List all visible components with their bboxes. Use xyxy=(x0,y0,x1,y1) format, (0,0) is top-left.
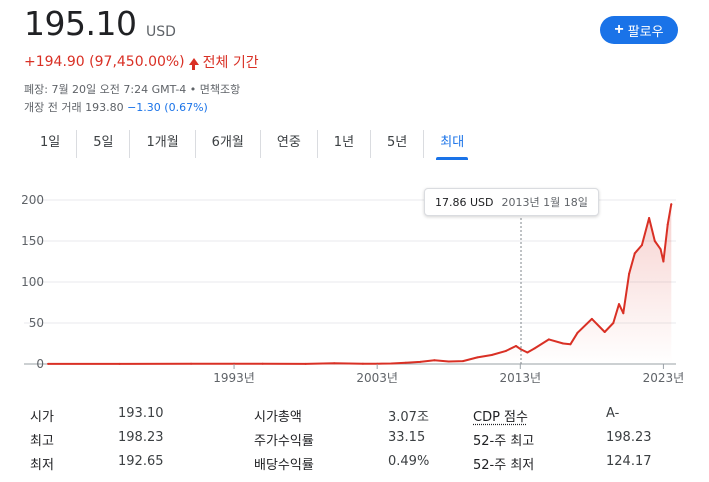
x-tick-label: 2023년 xyxy=(643,371,685,385)
stats-row: 시가 193.10 시가총액 3.07조 CDP 점수 A- xyxy=(30,404,690,428)
stat-value: A- xyxy=(606,406,620,421)
price-point xyxy=(490,354,493,356)
premarket-price: 개장 전 거래 193.80 xyxy=(24,101,124,114)
currency-label: USD xyxy=(146,24,176,40)
stat-label: 배당수익률 xyxy=(254,458,314,473)
price-point xyxy=(569,343,572,346)
y-tick-label: 100 xyxy=(21,275,44,289)
stat-label: 52-주 최저 xyxy=(473,458,535,473)
price-point xyxy=(662,260,665,263)
price-point xyxy=(640,244,643,247)
stat-label: 시가총액 xyxy=(254,410,302,425)
price-point xyxy=(603,331,606,333)
price-point xyxy=(404,361,407,364)
arrow-up-icon xyxy=(188,57,199,70)
tooltip-value: 17.86 USD xyxy=(435,195,494,209)
stat-label: 주가수익률 xyxy=(254,434,314,449)
stock-price: 195.10 xyxy=(24,4,137,43)
tab-5[interactable]: 1년 xyxy=(316,130,370,158)
price-point xyxy=(505,349,507,352)
follow-button-label: 팔로우 xyxy=(627,23,664,39)
chart-tooltip: 17.86 USD 2013년 1월 18일 xyxy=(424,188,599,216)
price-point xyxy=(666,223,669,226)
stat-value: 3.07조 xyxy=(388,410,429,425)
change-amount: +194.90 (97,450.00%) xyxy=(24,54,185,70)
price-point xyxy=(562,342,565,345)
price-point xyxy=(520,348,522,351)
tab-7[interactable]: 최대 xyxy=(423,130,480,160)
price-point xyxy=(47,362,49,365)
price-point xyxy=(648,217,651,219)
price-point xyxy=(118,362,121,365)
price-point xyxy=(633,252,636,255)
tab-4[interactable]: 연중 xyxy=(259,130,317,158)
key-stats-table: 시가 193.10 시가총액 3.07조 CDP 점수 A- 최고 198.23 주가수익률 33… xyxy=(30,404,690,476)
price-point xyxy=(547,338,550,341)
close-time-disclaimer: 폐장: 7월 20일 오전 7:24 GMT-4 • 면책조항 xyxy=(24,83,241,96)
tooltip-date: 2013년 1월 18일 xyxy=(501,196,588,209)
price-point xyxy=(433,359,436,362)
tab-6[interactable]: 5년 xyxy=(370,130,423,158)
stat-label[interactable]: CDP 점수 xyxy=(473,410,528,425)
y-tick-label: 200 xyxy=(21,193,44,207)
price-point xyxy=(612,322,615,324)
price-point xyxy=(670,203,673,206)
stat-value: 198.23 xyxy=(606,430,652,445)
x-tick-label: 1993년 xyxy=(213,371,255,385)
price-point xyxy=(526,351,529,354)
price-point xyxy=(628,272,631,275)
x-tick-label: 2003년 xyxy=(356,371,398,385)
y-tick-label: 0 xyxy=(36,357,44,371)
price-point xyxy=(476,356,479,359)
price-point xyxy=(419,360,422,363)
tab-2[interactable]: 1개월 xyxy=(129,130,194,158)
price-point xyxy=(261,362,264,365)
price-point xyxy=(533,347,536,350)
tab-0[interactable]: 1일 xyxy=(40,135,61,150)
price-point xyxy=(576,331,579,334)
stat-value: 193.10 xyxy=(118,406,164,421)
stat-label: 시가 xyxy=(30,410,54,425)
time-range-tabs: 1일 5일 1개월 6개월 연중 1년 5년 최대 xyxy=(24,130,480,160)
price-point xyxy=(361,362,364,365)
follow-button[interactable]: + 팔로우 xyxy=(600,16,678,44)
price-point xyxy=(618,303,620,306)
stats-row: 최저 192.65 배당수익률 0.49% 52-주 최저 124.17 xyxy=(30,452,690,476)
price-area-fill xyxy=(48,204,672,364)
change-period: 전체 기간 xyxy=(202,55,259,71)
price-point xyxy=(333,362,336,365)
x-tick-label: 2013년 xyxy=(499,371,541,385)
tab-1[interactable]: 5일 xyxy=(76,130,129,158)
stat-value: 124.17 xyxy=(606,454,652,469)
price-point xyxy=(622,312,625,315)
price-point xyxy=(447,360,450,363)
stat-label: 최저 xyxy=(30,458,54,473)
tab-3[interactable]: 6개월 xyxy=(194,130,260,158)
price-point xyxy=(515,345,517,347)
price-point xyxy=(590,317,593,320)
premarket-change: −1.30 (0.67%) xyxy=(127,101,208,114)
stat-value: 192.65 xyxy=(118,454,164,469)
stat-value: 0.49% xyxy=(388,454,430,469)
price-series-line xyxy=(48,203,673,365)
price-chart[interactable]: 0 50 100 150 200 1993년 2003년 2013년 2023년 xyxy=(0,180,709,390)
y-tick-label: 150 xyxy=(21,234,44,248)
y-tick-label: 50 xyxy=(29,316,44,330)
stat-value: 198.23 xyxy=(118,430,164,445)
price-point xyxy=(304,362,307,365)
price-point xyxy=(190,362,193,365)
price-point xyxy=(659,248,662,251)
stat-value: 33.15 xyxy=(388,430,426,445)
stat-label: 최고 xyxy=(30,434,54,449)
premarket-info: 개장 전 거래 193.80 −1.30 (0.67%) xyxy=(24,99,208,115)
stats-row: 최고 198.23 주가수익률 33.15 52-주 최고 198.23 xyxy=(30,428,690,452)
price-point xyxy=(653,240,656,242)
plus-icon: + xyxy=(614,21,624,38)
stat-label: 52-주 최고 xyxy=(473,434,535,449)
price-point xyxy=(462,360,464,363)
price-point xyxy=(390,362,393,365)
price-change: +194.90 (97,450.00%) 전체 기간 xyxy=(24,52,259,72)
